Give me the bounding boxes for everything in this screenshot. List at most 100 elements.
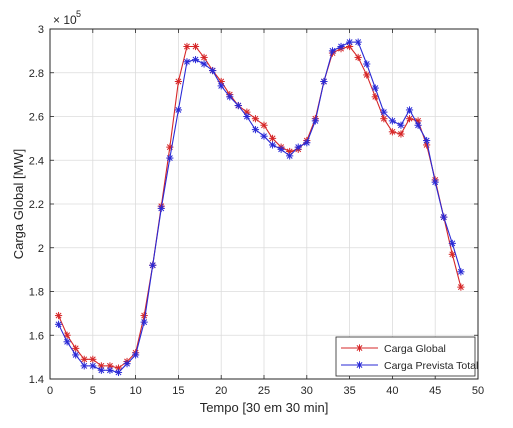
data-point-carga-prevista-total <box>226 93 234 101</box>
data-point-carga-prevista-total <box>72 351 80 359</box>
data-point-carga-prevista-total <box>234 101 242 110</box>
legend: Carga Global Carga Prevista Total <box>335 336 478 377</box>
data-point-carga-prevista-total <box>97 366 105 374</box>
data-point-carga-prevista-total <box>414 121 422 129</box>
legend-marker <box>355 361 364 369</box>
axis-ticks: 0 5 10 15 20 25 30 35 40 45 50 1.4 1.6 1.8 2 2.2 2.4 2.6 2… <box>29 24 484 397</box>
y-multiplier-base: × 10 <box>53 13 77 27</box>
x-tick-label: 15 <box>172 385 184 397</box>
legend-box <box>335 336 476 377</box>
data-point-carga-prevista-total <box>311 117 319 125</box>
x-tick-label: 5 <box>90 385 96 397</box>
data-point-carga-prevista-total <box>209 66 217 75</box>
data-point-carga-global <box>97 362 105 370</box>
data-point-carga-prevista-total <box>191 56 200 64</box>
y-tick-label: 2 <box>38 243 44 255</box>
data-point-carga-global <box>183 42 191 51</box>
data-point-carga-prevista-total <box>140 318 148 326</box>
data-point-carga-global <box>448 250 456 258</box>
series-layer <box>54 38 465 377</box>
series-carga-prevista-total <box>54 38 465 377</box>
data-point-carga-prevista-total <box>354 38 362 46</box>
data-point-carga-prevista-total <box>286 152 294 160</box>
y-tick-label: 1.4 <box>29 374 44 386</box>
x-tick-label: 10 <box>129 385 141 397</box>
data-point-carga-prevista-total <box>303 139 311 147</box>
data-point-carga-global <box>106 362 114 370</box>
x-tick-label: 50 <box>472 385 484 397</box>
data-point-carga-global <box>457 283 465 291</box>
data-point-carga-prevista-total <box>80 362 88 370</box>
data-point-carga-prevista-total <box>337 42 345 51</box>
data-point-carga-global <box>251 115 260 123</box>
data-point-carga-global <box>80 355 88 363</box>
legend-swatch-carga-prevista-total <box>341 361 378 369</box>
data-point-carga-prevista-total <box>54 320 63 328</box>
data-point-carga-prevista-total <box>217 82 225 90</box>
x-tick-label: 35 <box>343 385 355 397</box>
data-point-carga-prevista-total <box>405 106 414 114</box>
y-tick-label: 2.6 <box>29 112 44 124</box>
y-tick-label: 3 <box>38 24 44 36</box>
data-point-carga-prevista-total <box>166 154 174 162</box>
data-point-carga-prevista-total <box>363 60 371 68</box>
data-point-carga-global <box>380 115 388 123</box>
data-point-carga-global <box>200 53 208 62</box>
data-point-carga-prevista-total <box>251 126 260 134</box>
y-tick-label: 1.8 <box>29 287 44 299</box>
data-point-carga-global <box>54 311 63 320</box>
legend-swatch-carga-global <box>341 344 378 352</box>
data-point-carga-prevista-total <box>371 84 379 92</box>
data-point-carga-prevista-total <box>157 204 165 212</box>
data-point-carga-global <box>174 77 182 86</box>
data-point-carga-global <box>260 121 268 129</box>
data-point-carga-prevista-total <box>448 239 456 247</box>
data-point-carga-global <box>405 115 414 123</box>
data-point-carga-prevista-total <box>174 106 182 114</box>
x-tick-label: 25 <box>258 385 270 397</box>
y-multiplier-exponent: 5 <box>76 9 81 19</box>
data-point-carga-prevista-total <box>328 47 337 55</box>
data-point-carga-prevista-total <box>423 136 431 145</box>
data-point-carga-global <box>268 134 277 142</box>
y-tick-label: 2.8 <box>29 68 44 80</box>
data-point-carga-prevista-total <box>123 360 131 368</box>
x-tick-label: 0 <box>47 385 53 397</box>
data-point-carga-prevista-total <box>346 38 354 46</box>
x-tick-label: 45 <box>429 385 441 397</box>
data-point-carga-global <box>63 331 71 339</box>
data-point-carga-prevista-total <box>440 213 448 221</box>
data-point-carga-global <box>346 42 354 51</box>
data-point-carga-global <box>140 311 148 320</box>
data-point-carga-global <box>89 355 97 363</box>
data-point-carga-prevista-total <box>149 261 157 269</box>
data-point-carga-prevista-total <box>106 366 114 374</box>
data-point-carga-prevista-total <box>294 143 302 151</box>
y-tick-label: 2.4 <box>29 155 44 167</box>
legend-marker <box>355 344 364 352</box>
y-multiplier: × 10 5 <box>53 9 81 27</box>
data-point-carga-prevista-total <box>277 145 285 153</box>
legend-entry-carga-global: Carga Global <box>341 343 446 355</box>
data-point-carga-prevista-total <box>268 141 277 149</box>
x-tick-label: 20 <box>215 385 227 397</box>
data-point-carga-global <box>388 128 396 136</box>
data-point-carga-prevista-total <box>380 108 388 116</box>
data-point-carga-prevista-total <box>260 132 268 140</box>
data-point-carga-prevista-total <box>89 362 97 370</box>
data-point-carga-prevista-total <box>183 58 191 66</box>
data-point-carga-global <box>354 53 362 62</box>
data-point-carga-prevista-total <box>63 338 71 346</box>
x-tick-label: 30 <box>301 385 313 397</box>
data-point-carga-prevista-total <box>320 77 328 86</box>
data-point-carga-global <box>191 42 200 51</box>
data-point-carga-prevista-total <box>388 117 396 125</box>
data-point-carga-prevista-total <box>243 112 251 121</box>
data-point-carga-prevista-total <box>132 351 140 359</box>
data-point-carga-global <box>363 71 371 79</box>
y-axis-label: Carga Global [MW] <box>11 149 26 260</box>
legend-label-carga-prevista-total: Carga Prevista Total <box>384 360 478 372</box>
data-point-carga-global <box>397 130 405 138</box>
